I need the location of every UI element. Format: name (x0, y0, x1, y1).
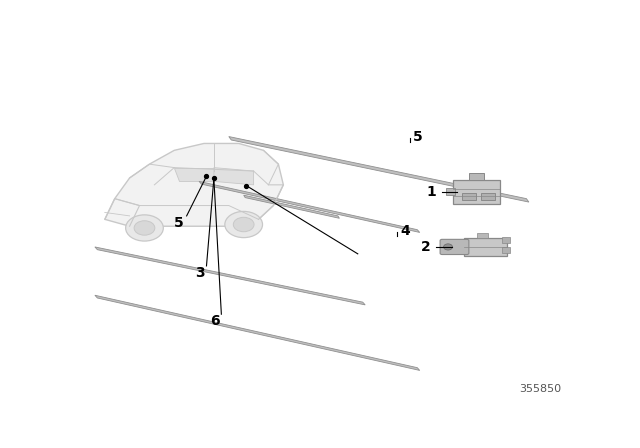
Polygon shape (199, 181, 420, 233)
Text: 5: 5 (174, 216, 184, 230)
Polygon shape (95, 247, 365, 305)
Circle shape (225, 211, 262, 237)
Circle shape (444, 244, 452, 250)
Text: 2: 2 (420, 240, 430, 254)
FancyBboxPatch shape (502, 237, 509, 243)
Text: 3: 3 (195, 266, 205, 280)
Polygon shape (105, 143, 284, 226)
Text: 355850: 355850 (519, 383, 561, 393)
Circle shape (234, 217, 254, 232)
Polygon shape (244, 195, 339, 218)
FancyBboxPatch shape (446, 188, 455, 195)
FancyBboxPatch shape (440, 239, 469, 254)
FancyBboxPatch shape (453, 180, 500, 204)
Text: 6: 6 (210, 314, 220, 328)
FancyBboxPatch shape (477, 233, 488, 238)
Text: 5: 5 (412, 129, 422, 143)
Polygon shape (214, 168, 253, 185)
FancyBboxPatch shape (469, 173, 484, 180)
FancyBboxPatch shape (465, 238, 507, 255)
Polygon shape (174, 168, 214, 181)
Circle shape (134, 221, 155, 235)
FancyBboxPatch shape (502, 247, 509, 253)
Polygon shape (95, 295, 420, 370)
Text: 1: 1 (426, 185, 436, 199)
FancyBboxPatch shape (481, 194, 495, 200)
Circle shape (125, 215, 163, 241)
Text: 4: 4 (400, 224, 410, 238)
FancyBboxPatch shape (462, 194, 476, 200)
Polygon shape (229, 137, 529, 202)
